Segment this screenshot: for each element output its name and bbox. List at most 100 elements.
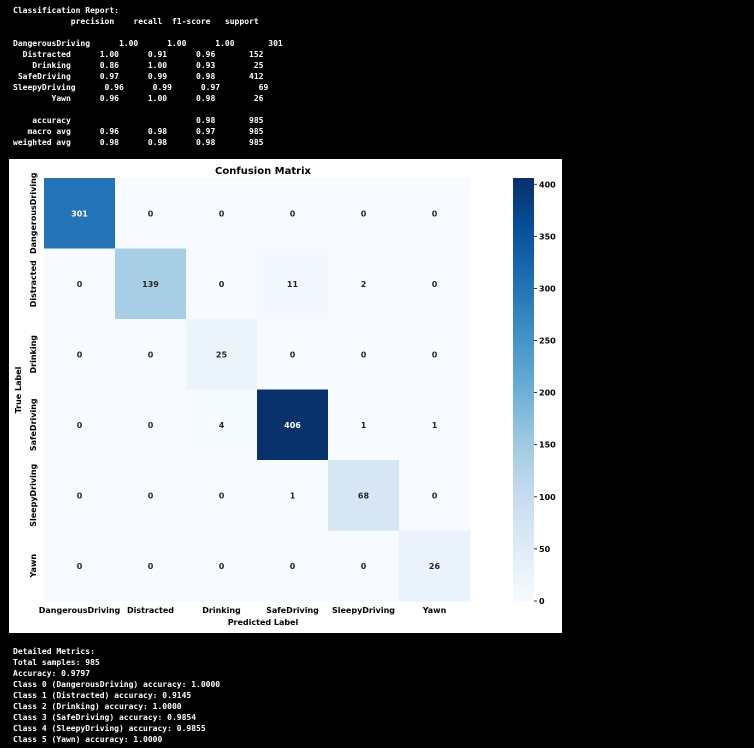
metrics-line: Accuracy: 0.9797 — [13, 669, 91, 678]
metrics-line: Class 0 (DangerousDriving) accuracy: 1.0… — [13, 680, 221, 689]
cell-value: 0 — [361, 562, 367, 571]
x-tick-label: DangerousDriving — [39, 606, 121, 615]
metrics-line: Class 2 (Drinking) accuracy: 1.0000 — [13, 702, 182, 711]
heatmap-cell — [328, 178, 400, 249]
report-summary-row: accuracy 0.98 985 — [13, 116, 264, 125]
heatmap-cell — [115, 248, 187, 320]
detailed-metrics: Detailed Metrics: Total samples: 985 Acc… — [13, 646, 220, 745]
y-tick-label: DangerousDriving — [29, 172, 38, 254]
heatmap-cell — [44, 178, 116, 249]
cell-value: 1 — [290, 491, 296, 500]
report-row: DangerousDriving 1.00 1.00 1.00 301 — [13, 39, 283, 48]
colorbar-tick-label: 350 — [539, 232, 556, 241]
heatmap-cell — [257, 178, 329, 249]
heatmap-cell — [44, 530, 116, 602]
heatmap-cell — [186, 178, 258, 249]
colorbar-tick-label: 300 — [539, 284, 556, 293]
report-summary-row: weighted avg 0.98 0.98 0.98 985 — [13, 138, 264, 147]
report-row: Yawn 0.96 1.00 0.98 26 — [13, 94, 264, 103]
heatmap-cell — [399, 530, 471, 602]
heatmap-cell — [115, 319, 187, 390]
classification-report: Classification Report: precision recall … — [13, 5, 283, 148]
y-tick-label: Yawn — [29, 554, 38, 579]
heatmap-cell — [257, 389, 329, 461]
cell-value: 0 — [219, 491, 225, 500]
heatmap-cell — [328, 389, 400, 461]
confusion-matrix-chart: Confusion Matrix Predicted Label True La… — [14, 166, 556, 627]
cell-value: 11 — [287, 280, 299, 289]
heatmap-cell — [186, 319, 258, 390]
cell-value: 4 — [219, 421, 225, 430]
cell-value: 0 — [290, 562, 296, 571]
heatmap-cell — [328, 319, 400, 390]
cell-value: 0 — [77, 280, 83, 289]
cell-value: 26 — [429, 562, 441, 571]
heatmap-cell — [257, 319, 329, 390]
y-tick-label: Distracted — [29, 260, 38, 307]
cell-value: 0 — [148, 421, 154, 430]
heatmap-cell — [115, 178, 187, 249]
x-tick-label: Drinking — [202, 606, 241, 615]
colorbar-tick-label: 250 — [539, 337, 556, 346]
heatmap-cell — [186, 389, 258, 461]
heatmap-cell — [257, 530, 329, 602]
cell-value: 0 — [77, 350, 83, 359]
cell-value: 0 — [361, 209, 367, 218]
cell-value: 0 — [290, 209, 296, 218]
colorbar-tick-label: 150 — [539, 441, 556, 450]
heatmap-cell — [186, 460, 258, 531]
cell-value: 2 — [361, 280, 367, 289]
heatmap-cell — [257, 460, 329, 531]
metrics-line: Class 5 (Yawn) accuracy: 1.0000 — [13, 735, 163, 744]
y-tick-label: Drinking — [29, 335, 38, 374]
heatmap-cell — [328, 530, 400, 602]
heatmap-cell — [257, 248, 329, 320]
y-tick-label: SleepyDriving — [29, 463, 38, 526]
confusion-matrix-figure: Confusion Matrix Predicted Label True La… — [9, 159, 562, 633]
heatmap-cell — [328, 248, 400, 320]
cell-value: 0 — [77, 491, 83, 500]
cell-value: 0 — [290, 350, 296, 359]
metrics-line: Class 1 (Distracted) accuracy: 0.9145 — [13, 691, 192, 700]
cell-value: 301 — [71, 209, 88, 218]
colorbar-tick-label: 0 — [539, 597, 545, 606]
heatmap-cell — [399, 178, 471, 249]
cell-value: 1 — [432, 421, 438, 430]
chart-title: Confusion Matrix — [215, 166, 311, 177]
heatmap-cell — [44, 319, 116, 390]
colorbar — [513, 178, 534, 601]
heatmap-cell — [186, 530, 258, 602]
colorbar-tick-label: 200 — [539, 389, 556, 398]
heatmap-cell — [115, 460, 187, 531]
cell-value: 0 — [432, 280, 438, 289]
cell-value: 0 — [219, 209, 225, 218]
x-tick-label: SafeDriving — [266, 606, 319, 615]
cell-value: 0 — [148, 350, 154, 359]
heatmap-cell — [399, 319, 471, 390]
colorbar-tick-label: 400 — [539, 180, 556, 189]
cell-value: 139 — [142, 280, 159, 289]
cell-value: 0 — [148, 562, 154, 571]
x-axis-label: Predicted Label — [228, 618, 299, 627]
heatmap-cell — [186, 248, 258, 320]
metrics-line: Class 3 (SafeDriving) accuracy: 0.9854 — [13, 713, 197, 722]
x-tick-label: Distracted — [127, 606, 174, 615]
cell-value: 1 — [361, 421, 367, 430]
cell-value: 0 — [361, 350, 367, 359]
metrics-line: Total samples: 985 — [13, 658, 100, 667]
report-row: Drinking 0.86 1.00 0.93 25 — [13, 61, 264, 70]
cell-value: 0 — [219, 280, 225, 289]
metrics-title: Detailed Metrics: — [13, 647, 95, 656]
cell-value: 0 — [148, 491, 154, 500]
colorbar-tick-label: 50 — [539, 545, 551, 554]
heatmap-cell — [399, 389, 471, 461]
heatmap-cell — [44, 248, 116, 320]
x-tick-label: Yawn — [422, 606, 447, 615]
report-summary-row: macro avg 0.96 0.98 0.97 985 — [13, 127, 264, 136]
cell-value: 406 — [284, 421, 301, 430]
cell-value: 68 — [358, 491, 370, 500]
cell-value: 0 — [148, 209, 154, 218]
heatmap-cell — [44, 389, 116, 461]
cell-value: 0 — [77, 562, 83, 571]
report-header: precision recall f1-score support — [13, 17, 259, 26]
